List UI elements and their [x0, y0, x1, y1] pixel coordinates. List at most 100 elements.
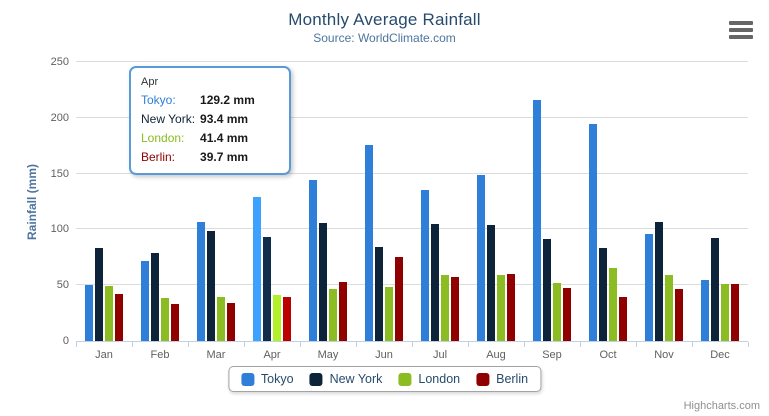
y-tick-label: 100 — [50, 223, 69, 236]
bar-berlin-may[interactable] — [339, 282, 347, 341]
x-axis-tick — [188, 342, 189, 347]
x-tick-label-jan: Jan — [95, 349, 113, 361]
bar-group-dec — [692, 62, 748, 341]
bar-tokyo-oct[interactable] — [589, 124, 597, 341]
tooltip-series-name: Berlin: — [141, 150, 176, 164]
x-tick-label-jun: Jun — [375, 349, 393, 361]
x-axis-tick — [692, 342, 693, 347]
bar-group-feb — [132, 62, 188, 341]
bar-new-york-aug[interactable] — [487, 224, 495, 341]
bar-tokyo-may[interactable] — [309, 180, 317, 341]
legend-label: Tokyo — [260, 372, 294, 386]
bar-tokyo-feb[interactable] — [141, 261, 149, 341]
bar-london-jul[interactable] — [441, 275, 449, 341]
bar-new-york-jul[interactable] — [431, 223, 439, 341]
export-menu-button[interactable] — [729, 21, 753, 39]
legend-item-london[interactable]: London — [398, 372, 460, 386]
bar-tokyo-mar[interactable] — [197, 222, 205, 341]
x-tick-label-sep: Sep — [542, 349, 562, 361]
gridline — [76, 172, 748, 174]
legend-swatch-icon — [240, 372, 254, 386]
bar-tokyo-jul[interactable] — [421, 189, 429, 341]
tooltip-series-value: 41.4 mm — [200, 131, 249, 145]
bar-london-nov[interactable] — [665, 274, 673, 341]
bar-group-mar — [188, 62, 244, 341]
legend-item-berlin[interactable]: Berlin — [476, 372, 528, 386]
bar-london-dec[interactable] — [721, 283, 729, 341]
bar-berlin-dec[interactable] — [731, 283, 739, 341]
credits-link[interactable]: Highcharts.com — [683, 400, 760, 412]
gridline — [76, 61, 748, 62]
bar-tokyo-sep[interactable] — [533, 99, 541, 341]
bar-tokyo-aug[interactable] — [477, 175, 485, 341]
bar-london-apr[interactable] — [273, 294, 281, 341]
bar-london-jan[interactable] — [105, 286, 113, 341]
bar-london-sep[interactable] — [553, 282, 561, 341]
legend-label: New York — [329, 372, 383, 386]
x-axis-tick — [300, 342, 301, 347]
x-axis-tick — [356, 342, 357, 347]
x-tick-label-mar: Mar — [206, 349, 226, 361]
x-axis-tick — [636, 342, 637, 347]
x-tick-label-feb: Feb — [150, 349, 170, 361]
x-tick-label-jul: Jul — [432, 349, 448, 361]
gridline — [76, 116, 748, 118]
bar-berlin-jun[interactable] — [395, 256, 403, 341]
bar-berlin-jan[interactable] — [115, 293, 123, 341]
chart-title: Monthly Average Rainfall — [288, 10, 481, 29]
plot-area — [76, 61, 748, 342]
bar-tokyo-dec[interactable] — [701, 280, 709, 341]
legend-item-new-york[interactable]: New York — [309, 372, 383, 386]
bar-series-container — [76, 62, 748, 341]
bar-new-york-may[interactable] — [319, 222, 327, 341]
bar-london-oct[interactable] — [609, 268, 617, 341]
bar-new-york-jun[interactable] — [375, 246, 383, 341]
bar-new-york-mar[interactable] — [207, 231, 215, 341]
x-tick-label-nov: Nov — [654, 349, 674, 361]
bar-berlin-apr[interactable] — [283, 296, 291, 341]
bar-london-aug[interactable] — [497, 274, 505, 341]
bar-berlin-oct[interactable] — [619, 297, 627, 341]
shared-tooltip: Apr Tokyo: 129.2 mm New York: 93.4 mm London… — [129, 66, 291, 175]
bar-london-feb[interactable] — [161, 297, 169, 341]
y-tick-label: 150 — [50, 167, 69, 180]
bar-new-york-nov[interactable] — [655, 222, 663, 341]
bar-new-york-oct[interactable] — [599, 247, 607, 341]
tooltip-series-name: London: — [141, 131, 185, 145]
bar-berlin-mar[interactable] — [227, 302, 235, 341]
bar-group-apr — [244, 62, 300, 341]
legend-swatch-icon — [309, 372, 323, 386]
bar-tokyo-jun[interactable] — [365, 144, 373, 341]
bar-tokyo-nov[interactable] — [645, 234, 653, 341]
bar-london-jun[interactable] — [385, 287, 393, 341]
tooltip-series-name: New York: — [141, 112, 196, 126]
x-axis-tick — [524, 342, 525, 347]
bar-group-nov — [636, 62, 692, 341]
menu-line-icon — [729, 28, 753, 32]
tooltip-series-value: 93.4 mm — [200, 112, 249, 126]
bar-new-york-feb[interactable] — [151, 253, 159, 341]
bar-new-york-apr[interactable] — [263, 236, 271, 341]
y-tick-label: 0 — [62, 335, 69, 347]
tooltip-series-value: 129.2 mm — [200, 93, 255, 107]
y-tick-label: 200 — [50, 111, 69, 124]
bar-london-may[interactable] — [329, 288, 337, 341]
legend-label: Berlin — [496, 372, 529, 386]
bar-group-sep — [524, 62, 580, 341]
x-axis-tick — [580, 342, 581, 347]
legend-item-tokyo[interactable]: Tokyo — [240, 372, 294, 386]
bar-berlin-nov[interactable] — [675, 288, 683, 341]
bar-tokyo-jan[interactable] — [85, 285, 93, 341]
bar-london-mar[interactable] — [217, 297, 225, 341]
bar-new-york-dec[interactable] — [711, 238, 719, 341]
bar-berlin-jul[interactable] — [451, 276, 459, 341]
bar-berlin-sep[interactable] — [563, 287, 571, 341]
y-axis-labels: 0 50 100 150 200 250 — [0, 56, 69, 347]
bar-berlin-aug[interactable] — [507, 273, 515, 341]
bar-tokyo-apr[interactable] — [253, 196, 261, 341]
bar-new-york-sep[interactable] — [543, 239, 551, 341]
legend-swatch-icon — [476, 372, 490, 386]
bar-berlin-feb[interactable] — [171, 303, 179, 341]
bar-new-york-jan[interactable] — [95, 247, 103, 341]
